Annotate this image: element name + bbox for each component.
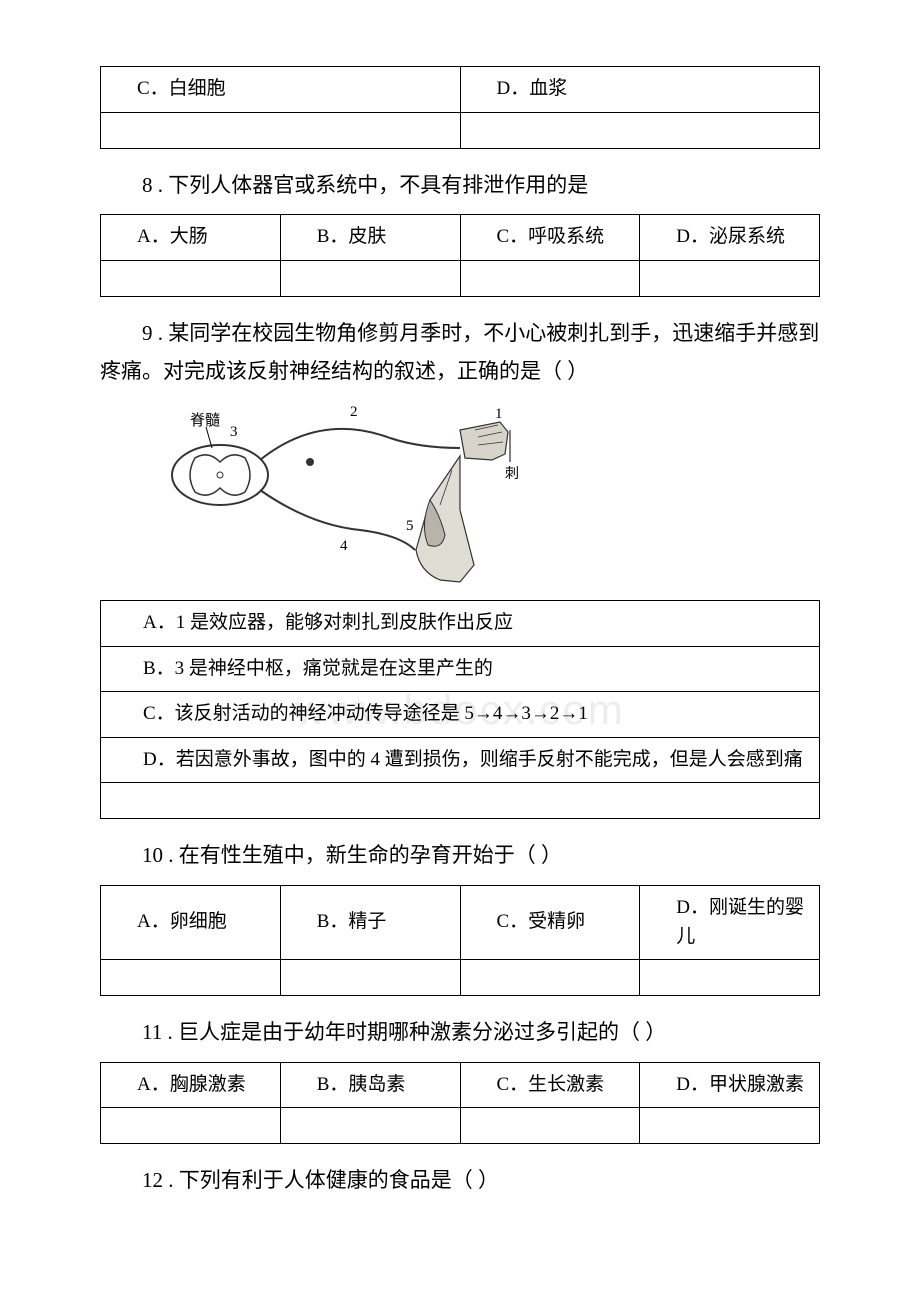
q10-empty-4 xyxy=(640,960,820,996)
q11-empty-1 xyxy=(101,1108,281,1144)
q8-empty-3 xyxy=(460,260,640,296)
label-ci: 刺 xyxy=(505,466,519,482)
watermark-region: A．1 是效应器，能够对刺扎到皮肤作出反应 B．3 是神经中枢，痛觉就是在这里产… xyxy=(100,600,820,819)
q7-option-d: D．血浆 xyxy=(460,67,820,113)
q8-text: 8 . 下列人体器官或系统中，不具有排泄作用的是 xyxy=(100,167,820,205)
q12-text: 12 . 下列有利于人体健康的食品是（ ） xyxy=(100,1162,820,1200)
q11-option-c: C．生长激素 xyxy=(460,1062,640,1108)
label-1: 1 xyxy=(495,406,503,422)
hand-icon xyxy=(460,422,508,460)
label-3: 3 xyxy=(230,424,238,440)
q10-option-a: A．卵细胞 xyxy=(101,886,281,960)
q10-options-table: A．卵细胞 B．精子 C．受精卵 D．刚诞生的婴儿 xyxy=(100,885,820,996)
label-spinal: 脊髓 xyxy=(190,412,220,429)
q10-option-c: C．受精卵 xyxy=(460,886,640,960)
q8-option-a: A．大肠 xyxy=(101,215,281,261)
q8-empty-1 xyxy=(101,260,281,296)
q9-option-d: D．若因意外事故，图中的 4 遭到损伤，则缩手反射不能完成，但是人会感到痛 xyxy=(101,737,820,783)
q11-text: 11 . 巨人症是由于幼年时期哪种激素分泌过多引起的（ ） xyxy=(100,1014,820,1052)
q8-option-b: B．皮肤 xyxy=(280,215,460,261)
q10-option-b: B．精子 xyxy=(280,886,460,960)
label-2: 2 xyxy=(350,404,358,420)
q9-empty xyxy=(101,783,820,819)
q10-option-d: D．刚诞生的婴儿 xyxy=(640,886,820,960)
q9-option-b: B．3 是神经中枢，痛觉就是在这里产生的 xyxy=(101,646,820,692)
q11-options-table: A．胸腺激素 B．胰岛素 C．生长激素 D．甲状腺激素 xyxy=(100,1062,820,1145)
q10-text: 10 . 在有性生殖中，新生命的孕育开始于（ ） xyxy=(100,837,820,875)
nerve-2-path xyxy=(260,429,460,460)
q10-empty-3 xyxy=(460,960,640,996)
q8-option-d: D．泌尿系统 xyxy=(640,215,820,261)
q7-option-c: C．白细胞 xyxy=(101,67,461,113)
q9-text: 9 . 某同学在校园生物角修剪月季时，不小心被刺扎到手，迅速缩手并感到疼痛。对完… xyxy=(100,315,820,391)
q9-option-a: A．1 是效应器，能够对刺扎到皮肤作出反应 xyxy=(101,601,820,647)
q9-reflex-arc-figure: 脊髓 3 2 4 1 刺 5 xyxy=(160,400,530,590)
reflex-arc-svg: 脊髓 3 2 4 1 刺 5 xyxy=(160,400,530,590)
q10-empty-2 xyxy=(280,960,460,996)
nerve-4-path xyxy=(260,490,415,550)
arm-icon xyxy=(416,456,474,582)
q10-empty-1 xyxy=(101,960,281,996)
q8-empty-2 xyxy=(280,260,460,296)
q11-option-b: B．胰岛素 xyxy=(280,1062,460,1108)
nerve-node-dot xyxy=(306,458,314,466)
q9-option-c: C．该反射活动的神经冲动传导途径是 5→4→3→2→1 xyxy=(101,692,820,738)
q8-empty-4 xyxy=(640,260,820,296)
q11-option-a: A．胸腺激素 xyxy=(101,1062,281,1108)
q11-empty-4 xyxy=(640,1108,820,1144)
q11-empty-3 xyxy=(460,1108,640,1144)
q11-empty-2 xyxy=(280,1108,460,1144)
q8-options-table: A．大肠 B．皮肤 C．呼吸系统 D．泌尿系统 xyxy=(100,214,820,297)
spinal-cord-icon xyxy=(172,445,268,505)
q9-options-table: A．1 是效应器，能够对刺扎到皮肤作出反应 B．3 是神经中枢，痛觉就是在这里产… xyxy=(100,600,820,819)
q7-empty-1 xyxy=(101,112,461,148)
label-5: 5 xyxy=(406,518,414,534)
label-4: 4 xyxy=(340,538,348,554)
q11-option-d: D．甲状腺激素 xyxy=(640,1062,820,1108)
q7-empty-2 xyxy=(460,112,820,148)
q7-options-table: C．白细胞 D．血浆 xyxy=(100,66,820,149)
q8-option-c: C．呼吸系统 xyxy=(460,215,640,261)
